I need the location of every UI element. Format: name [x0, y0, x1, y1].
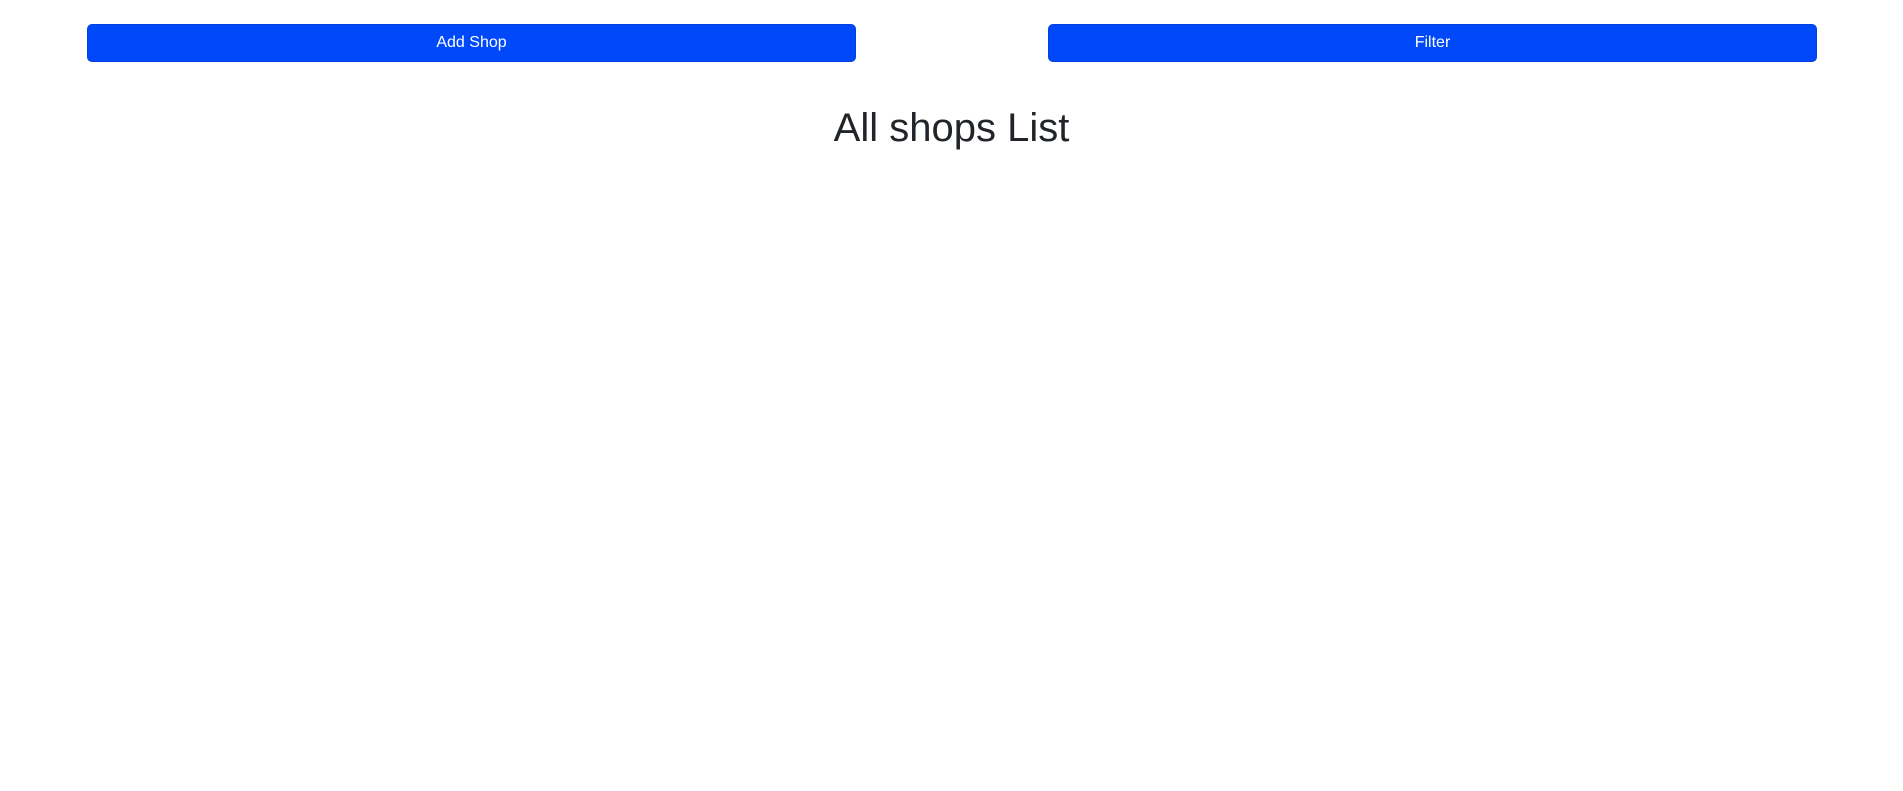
filter-button[interactable]: Filter	[1048, 24, 1817, 62]
toolbar: Add Shop Filter	[87, 24, 1817, 62]
page-title: All shops List	[833, 106, 1070, 150]
add-shop-button[interactable]: Add Shop	[87, 24, 856, 62]
